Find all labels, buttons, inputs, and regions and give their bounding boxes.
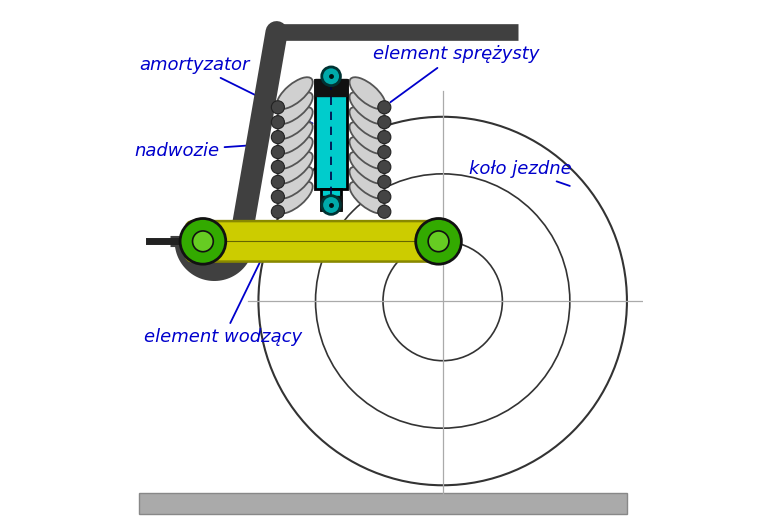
Circle shape — [378, 116, 391, 129]
Ellipse shape — [349, 137, 385, 169]
Ellipse shape — [277, 182, 313, 213]
Bar — [315, 80, 347, 189]
Ellipse shape — [277, 122, 313, 154]
Ellipse shape — [349, 152, 385, 184]
Bar — [321, 189, 342, 210]
Bar — [139, 493, 627, 514]
Ellipse shape — [349, 122, 385, 154]
Ellipse shape — [349, 92, 385, 124]
Circle shape — [378, 145, 391, 159]
Circle shape — [271, 190, 284, 203]
Ellipse shape — [277, 77, 313, 109]
Circle shape — [271, 131, 284, 144]
Text: nadwozie: nadwozie — [134, 142, 248, 159]
Circle shape — [180, 218, 226, 264]
Ellipse shape — [349, 167, 385, 198]
Circle shape — [378, 101, 391, 114]
Bar — [315, 79, 347, 96]
Bar — [321, 196, 342, 210]
FancyBboxPatch shape — [186, 221, 450, 262]
Circle shape — [378, 131, 391, 144]
Circle shape — [378, 160, 391, 173]
Ellipse shape — [349, 77, 385, 109]
Ellipse shape — [277, 152, 313, 184]
Circle shape — [271, 145, 284, 159]
Circle shape — [378, 175, 391, 188]
Circle shape — [322, 196, 340, 214]
Text: koło jezdne: koło jezdne — [469, 160, 571, 186]
Ellipse shape — [349, 182, 385, 213]
Ellipse shape — [277, 137, 313, 169]
Circle shape — [378, 205, 391, 218]
Ellipse shape — [349, 107, 385, 139]
Text: element sprężysty: element sprężysty — [372, 46, 539, 102]
Text: amortyzator: amortyzator — [139, 56, 313, 124]
Circle shape — [428, 231, 449, 252]
Circle shape — [192, 231, 213, 252]
Ellipse shape — [277, 107, 313, 139]
Circle shape — [271, 101, 284, 114]
Circle shape — [378, 190, 391, 203]
Circle shape — [271, 205, 284, 218]
Circle shape — [271, 175, 284, 188]
Ellipse shape — [277, 92, 313, 124]
Circle shape — [271, 160, 284, 173]
Circle shape — [416, 218, 461, 264]
Circle shape — [271, 116, 284, 129]
Ellipse shape — [277, 167, 313, 198]
Text: element wodzący: element wodzący — [144, 247, 303, 346]
Circle shape — [322, 67, 340, 86]
